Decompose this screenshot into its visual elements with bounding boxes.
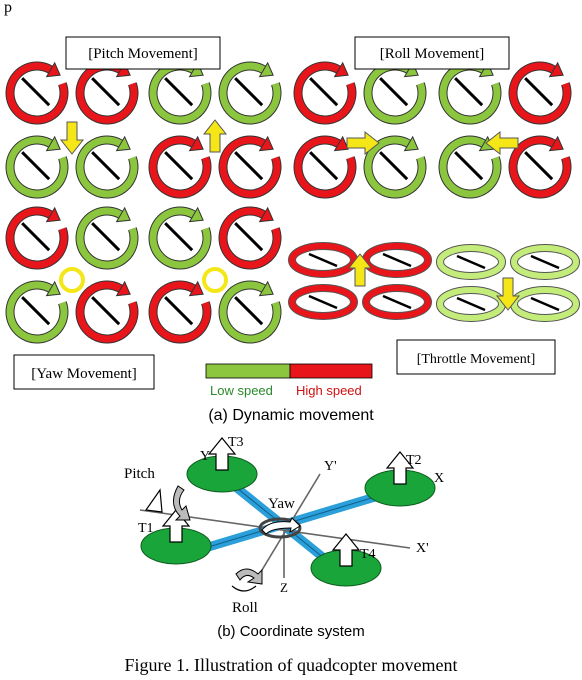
throttle-down-quad bbox=[436, 244, 580, 322]
quad-diagrams bbox=[5, 61, 580, 344]
thrust-arrows bbox=[161, 437, 415, 567]
yaw-left-quad-rotor-4 bbox=[75, 280, 139, 344]
low-speed-label: Low speed bbox=[210, 383, 273, 398]
roll-coord-label: Roll bbox=[232, 600, 258, 616]
throttle-label-box: [Throttle Movement] bbox=[396, 339, 556, 375]
yaw-center-icon-1 bbox=[59, 267, 85, 293]
throttle-up-arrow bbox=[347, 253, 373, 287]
pitch-back-quad-rotor-1 bbox=[148, 61, 212, 125]
yaw-right-quad bbox=[148, 206, 282, 344]
pitch-forward-quad-rotor-3 bbox=[5, 135, 69, 199]
yaw-right-quad-rotor-3 bbox=[148, 280, 212, 344]
pitch-forward-quad-rotor-2 bbox=[75, 61, 139, 125]
pitch-back-quad-rotor-4 bbox=[218, 135, 282, 199]
roll-left-quad-rotor-4 bbox=[508, 135, 572, 199]
roll-left-quad-rotor-2 bbox=[508, 61, 572, 125]
speed-legend: Low speed High speed bbox=[205, 363, 373, 398]
roll-right-quad-rotor-4 bbox=[363, 135, 427, 199]
roll-left-quad bbox=[438, 61, 572, 199]
yaw-label: [Yaw Movement] bbox=[31, 366, 137, 382]
roll-right-quad-rotor-2 bbox=[363, 61, 427, 125]
pitch-forward-arrow bbox=[59, 121, 85, 155]
roll-rotation-icon bbox=[235, 568, 263, 585]
pitch-forward-quad bbox=[5, 61, 139, 199]
yaw-left-quad bbox=[5, 206, 139, 344]
t3-label: T3 bbox=[228, 435, 244, 450]
x-prime-label: X' bbox=[416, 541, 429, 556]
caption-a: (a) Dynamic movement bbox=[208, 407, 374, 424]
pitch-label: [Pitch Movement] bbox=[88, 46, 198, 62]
roll-label: [Roll Movement] bbox=[380, 46, 485, 62]
roll-right-quad-rotor-1 bbox=[293, 61, 357, 125]
z-axis-label: Z bbox=[280, 580, 288, 595]
high-speed-label: High speed bbox=[296, 383, 362, 398]
yaw-center-icon-2 bbox=[202, 267, 228, 293]
yaw-label-box: [Yaw Movement] bbox=[13, 354, 155, 390]
roll-label-box: [Roll Movement] bbox=[354, 36, 510, 70]
throttle-up-quad bbox=[288, 242, 432, 320]
y-prime-label: Y' bbox=[324, 459, 337, 474]
yaw-right-quad-rotor-2 bbox=[218, 206, 282, 270]
top-stub-text: p bbox=[4, 0, 12, 16]
t4-label: T4 bbox=[360, 547, 376, 562]
y-axis-label: Y bbox=[200, 449, 210, 464]
roll-left-arrow bbox=[485, 130, 519, 156]
roll-right-quad-rotor-3 bbox=[293, 135, 357, 199]
yaw-right-quad-rotor-4 bbox=[218, 280, 282, 344]
low-speed-swatch bbox=[205, 363, 291, 379]
yaw-left-quad-rotor-2 bbox=[75, 206, 139, 270]
caption-b: (b) Coordinate system bbox=[217, 623, 365, 640]
t1-label: T1 bbox=[138, 521, 154, 536]
throttle-down-arrow bbox=[495, 277, 521, 311]
figure-caption: Figure 1. Illustration of quadcopter mov… bbox=[125, 655, 458, 675]
yaw-right-quad-rotor-1 bbox=[148, 206, 212, 270]
coordinate-system: Y T3 Y' T2 X Pitch Yaw T1 X' T4 Z Roll bbox=[124, 435, 444, 616]
yaw-left-quad-rotor-3 bbox=[5, 280, 69, 344]
high-speed-swatch bbox=[289, 363, 373, 379]
roll-right-quad bbox=[293, 61, 427, 199]
pitch-forward-quad-rotor-4 bbox=[75, 135, 139, 199]
yaw-coord-label: Yaw bbox=[268, 496, 295, 512]
pitch-back-quad bbox=[148, 61, 282, 199]
roll-right-arrow bbox=[346, 130, 380, 156]
throttle-label: [Throttle Movement] bbox=[417, 352, 536, 367]
pitch-forward-quad-rotor-1 bbox=[5, 61, 69, 125]
yaw-left-quad-rotor-1 bbox=[5, 206, 69, 270]
yaw-rotation-icon bbox=[258, 517, 302, 539]
t2-label: T2 bbox=[406, 453, 422, 468]
roll-left-quad-rotor-1 bbox=[438, 61, 502, 125]
pitch-rotation-icon bbox=[173, 485, 191, 521]
pitch-back-quad-rotor-2 bbox=[218, 61, 282, 125]
pitch-back-arrow bbox=[202, 119, 228, 153]
pitch-coord-label: Pitch bbox=[124, 466, 155, 482]
x-axis-label: X bbox=[434, 471, 444, 486]
pitch-back-quad-rotor-3 bbox=[148, 135, 212, 199]
pitch-label-box: [Pitch Movement] bbox=[65, 36, 221, 70]
